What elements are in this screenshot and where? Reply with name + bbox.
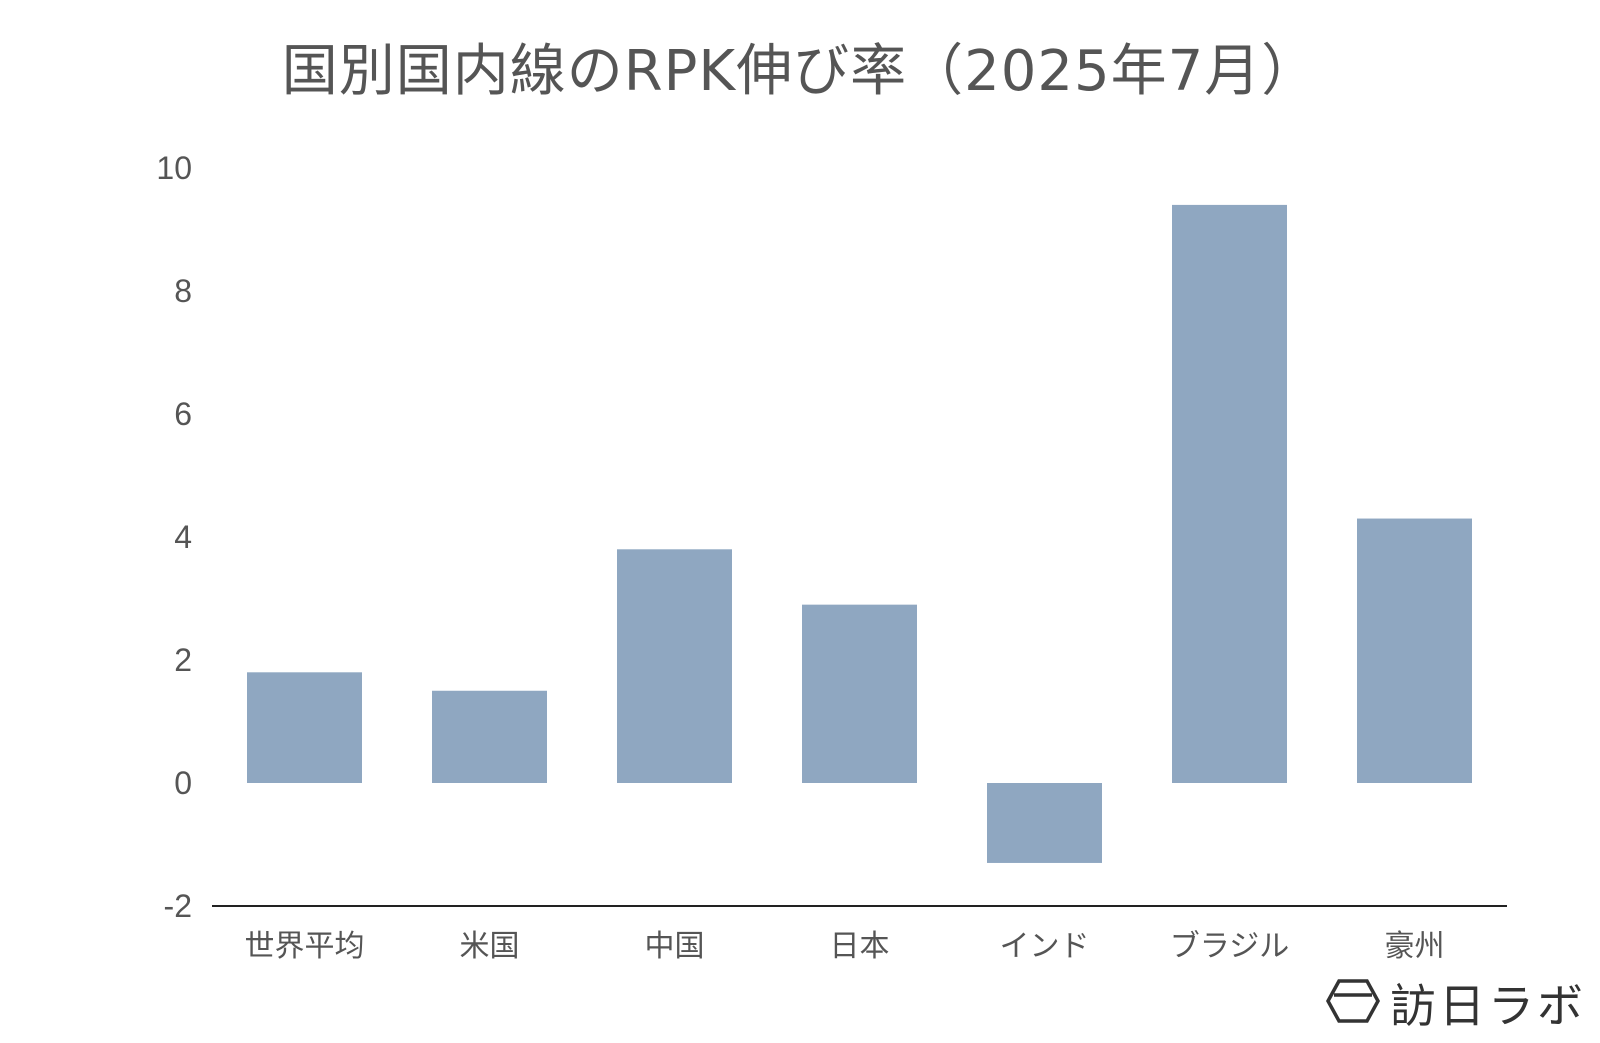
category-label: 日本 — [830, 929, 890, 964]
y-tick-label: 0 — [174, 765, 192, 801]
bar — [247, 672, 362, 783]
y-axis-ticks: 10 8 6 4 2 0 -2 — [156, 150, 192, 924]
hexagon-logo-icon — [1326, 977, 1380, 1029]
category-label: 中国 — [645, 929, 705, 964]
bar — [987, 783, 1102, 863]
category-label: ブラジル — [1170, 929, 1289, 964]
brand-logo: 訪日ラボ — [1326, 973, 1586, 1033]
y-tick-label: 2 — [174, 642, 192, 678]
y-tick-label: 6 — [174, 396, 192, 432]
bars — [247, 204, 1472, 863]
bar — [1357, 518, 1472, 783]
category-labels: 世界平均 米国 中国 日本 インド ブラジル 豪州 — [245, 929, 1445, 964]
bar — [1172, 204, 1287, 783]
category-label: 米国 — [460, 929, 520, 964]
bar — [432, 690, 547, 783]
y-tick-label: 4 — [174, 519, 192, 555]
y-tick-label: 8 — [174, 273, 192, 309]
brand-name: 訪日ラボ — [1390, 979, 1586, 1033]
category-label: インド — [1000, 929, 1090, 964]
chart-title: 国別国内線のRPK伸び率（2025年7月） — [281, 39, 1319, 104]
category-label: 豪州 — [1385, 929, 1445, 964]
bar — [802, 604, 917, 783]
category-label: 世界平均 — [245, 929, 365, 964]
y-tick-label: 10 — [156, 150, 192, 186]
bar — [617, 549, 732, 783]
y-tick-label: -2 — [164, 888, 192, 924]
